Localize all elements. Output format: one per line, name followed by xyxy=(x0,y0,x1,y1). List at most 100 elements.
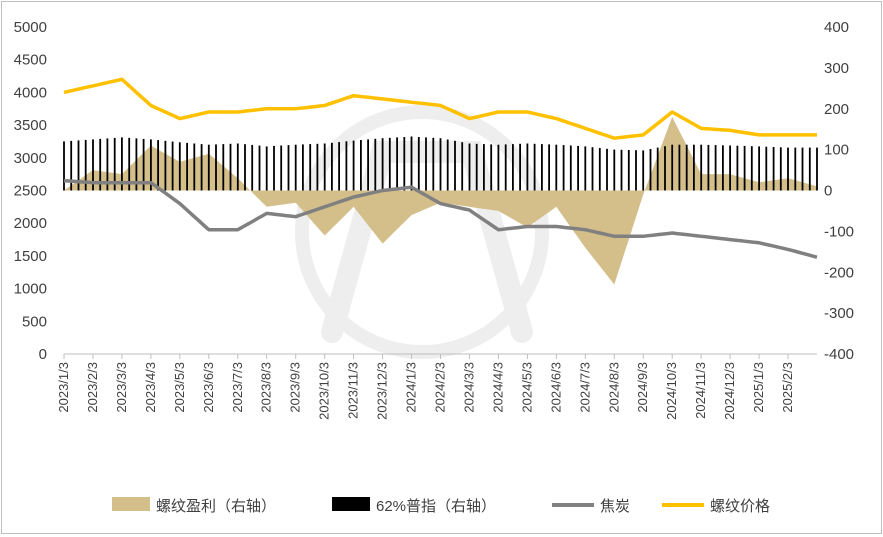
iron-ore-index-bar xyxy=(526,143,529,191)
iron-ore-index-bar xyxy=(338,142,340,191)
y-left-tick-label: 500 xyxy=(22,313,47,330)
y-left-tick-label: 4500 xyxy=(14,52,47,69)
iron-ore-index-bar xyxy=(816,147,818,191)
iron-ore-index-bar xyxy=(142,138,145,191)
iron-ore-index-bar xyxy=(541,144,543,191)
y-left-tick-label: 1500 xyxy=(14,248,47,265)
iron-ore-index-bar xyxy=(70,140,73,191)
y-right-tick-label: 400 xyxy=(824,19,849,36)
plot-area xyxy=(63,77,818,285)
iron-ore-index-bar xyxy=(84,139,87,191)
iron-ore-index-bar xyxy=(244,144,246,191)
legend-label: 螺纹盈利（右轴） xyxy=(156,498,276,515)
iron-ore-index-bar xyxy=(374,138,377,191)
y-right-tick-label: -100 xyxy=(824,223,854,240)
iron-ore-index-bar xyxy=(656,147,659,191)
iron-ore-index-bar xyxy=(729,145,731,191)
y-right-tick-label: 0 xyxy=(824,183,832,200)
iron-ore-index-bar xyxy=(200,144,203,191)
iron-ore-index-bar xyxy=(519,143,521,191)
iron-ore-index-bar xyxy=(287,145,290,191)
x-tick-label: 2024/6/3 xyxy=(548,362,563,413)
iron-ore-index-bar xyxy=(121,137,123,191)
iron-ore-index-bar xyxy=(555,144,558,191)
x-tick-label: 2023/1/3 xyxy=(56,362,71,413)
iron-ore-index-bar xyxy=(808,147,811,191)
iron-ore-index-bar xyxy=(128,137,131,191)
x-tick-label: 2024/3/3 xyxy=(461,362,476,413)
y-left-tick-label: 2000 xyxy=(14,215,47,232)
y-left-tick-label: 0 xyxy=(39,346,47,363)
x-tick-label: 2024/12/3 xyxy=(722,362,737,420)
iron-ore-index-bar xyxy=(157,140,159,191)
iron-ore-index-bar xyxy=(280,145,283,191)
iron-ore-index-bar xyxy=(410,136,413,191)
iron-ore-index-bar xyxy=(273,145,275,191)
iron-ore-index-bar xyxy=(664,146,666,191)
iron-ore-index-bar xyxy=(584,146,587,191)
iron-ore-index-bar xyxy=(504,144,507,191)
y-left-tick-label: 2500 xyxy=(14,183,47,200)
iron-ore-index-bar xyxy=(396,137,398,191)
iron-ore-index-bar xyxy=(562,145,565,191)
y-left-tick-label: 3500 xyxy=(14,117,47,134)
iron-ore-index-bar xyxy=(251,144,254,191)
iron-ore-index-bar xyxy=(178,142,181,191)
iron-ore-index-bar xyxy=(461,142,464,191)
iron-ore-index-bar xyxy=(693,144,695,191)
x-tick-label: 2023/12/3 xyxy=(375,362,390,420)
x-tick-label: 2024/1/3 xyxy=(404,362,419,413)
iron-ore-index-bar xyxy=(750,146,753,191)
legend: 螺纹盈利（右轴） 62%普指（右轴） 焦炭 螺纹价格 xyxy=(112,497,770,515)
iron-ore-index-bar xyxy=(700,144,703,191)
iron-ore-index-bar xyxy=(425,137,427,191)
iron-ore-index-bar xyxy=(722,145,724,191)
series-rebar-price-line xyxy=(63,77,817,140)
legend-label: 螺纹价格 xyxy=(710,498,770,515)
legend-swatch xyxy=(332,497,370,511)
iron-ore-index-bar xyxy=(533,143,536,191)
iron-ore-index-bar xyxy=(758,146,760,191)
iron-ore-index-bar xyxy=(345,141,348,191)
iron-ore-index-bar xyxy=(707,144,710,191)
y-right-tick-label: -400 xyxy=(824,346,854,363)
axes: 2023/1/3 2023/2/3 2023/3/3 2023/4/3 2023/5/3… xyxy=(14,19,854,420)
y-left-tick-label: 3000 xyxy=(14,150,47,167)
legend-swatch xyxy=(112,497,150,511)
iron-ore-index-bar xyxy=(801,147,804,191)
iron-ore-index-bar xyxy=(367,139,369,191)
iron-ore-index-bar xyxy=(164,140,167,191)
iron-ore-index-bar xyxy=(765,146,768,191)
x-tick-label: 2025/2/3 xyxy=(780,362,795,413)
iron-ore-index-bar xyxy=(512,144,514,191)
iron-ore-index-bar xyxy=(642,150,645,191)
y-left-tick-label: 4000 xyxy=(14,84,47,101)
iron-ore-index-bar xyxy=(258,145,261,191)
iron-ore-index-bar xyxy=(381,138,384,191)
iron-ore-index-bar xyxy=(113,137,116,191)
x-tick-label: 2023/8/3 xyxy=(259,362,274,413)
iron-ore-index-bar xyxy=(215,144,217,191)
x-tick-label: 2023/7/3 xyxy=(230,362,245,413)
x-tick-label: 2023/4/3 xyxy=(143,362,158,413)
iron-ore-index-bar xyxy=(352,140,355,191)
iron-ore-index-bar xyxy=(736,145,739,191)
iron-ore-index-bar xyxy=(606,148,608,191)
iron-ore-index-bar xyxy=(635,150,637,191)
legend-label: 焦炭 xyxy=(600,498,630,515)
iron-ore-index-bar xyxy=(548,144,550,191)
iron-ore-index-bar xyxy=(678,144,681,191)
x-tick-label: 2023/2/3 xyxy=(85,362,100,413)
iron-ore-index-bar xyxy=(794,147,797,191)
y-right-tick-label: 100 xyxy=(824,142,849,159)
iron-ore-index-bar xyxy=(265,146,268,191)
iron-ore-index-bar xyxy=(497,144,500,191)
series-rebar-profit-area xyxy=(64,116,817,285)
iron-ore-index-bar xyxy=(302,144,304,191)
iron-ore-index-bar xyxy=(388,137,391,191)
iron-ore-index-bar xyxy=(627,150,630,191)
x-tick-label: 2024/5/3 xyxy=(519,362,534,413)
iron-ore-index-bar xyxy=(193,143,196,191)
